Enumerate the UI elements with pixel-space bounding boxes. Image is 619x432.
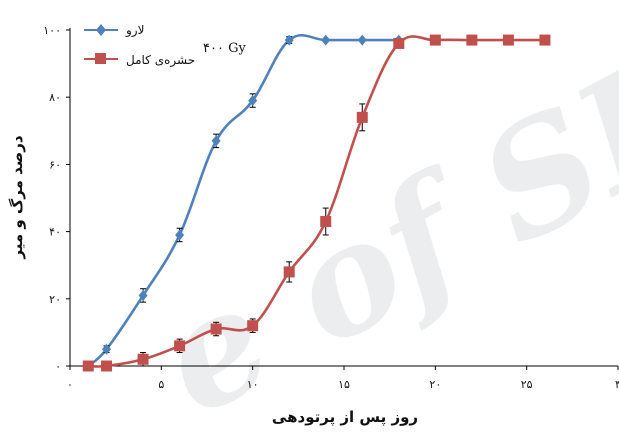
y-tick-label: ۸۰ (49, 91, 61, 104)
data-point (138, 354, 149, 365)
legend-label-adult: حشره‌ی کامل (126, 53, 195, 68)
data-point (247, 320, 258, 331)
data-point (211, 324, 222, 335)
data-point (101, 361, 112, 372)
x-tick-label: ۲۰ (429, 378, 441, 391)
legend-label-larva: لارو (125, 23, 144, 38)
data-point (358, 35, 367, 46)
legend-marker-larva (96, 24, 106, 36)
x-tick-label: ۱۵ (338, 378, 350, 391)
x-tick-label: ۲۵ (521, 378, 533, 391)
x-tick-label: ۳ (615, 378, 619, 391)
legend: لارو حشره‌ی کامل (84, 23, 195, 68)
y-tick-label: ۰ (55, 360, 61, 373)
data-point (539, 35, 550, 46)
y-tick-label: ۲۰ (49, 293, 61, 306)
data-point (393, 38, 404, 49)
data-point (357, 112, 368, 123)
data-point (466, 35, 477, 46)
data-point (430, 35, 441, 46)
y-axis-title: درصد مرگ و میر (8, 135, 26, 260)
x-axis-title: روز پس از پرتودهی (272, 408, 418, 427)
y-tick-label: ۱۰۰ (43, 24, 61, 37)
x-tick-label: ۰ (67, 378, 73, 391)
data-point (320, 216, 331, 227)
data-point (321, 35, 330, 46)
x-tick-label: ۱۰ (247, 378, 259, 391)
data-point (174, 340, 185, 351)
y-tick-label: ۴۰ (49, 226, 61, 239)
legend-item-larva: لارو (84, 23, 144, 38)
dose-annotation: ۴۰۰ Gy (203, 41, 246, 56)
legend-marker-adult (95, 53, 106, 64)
data-point (83, 361, 94, 372)
legend-item-adult: حشره‌ی کامل (84, 53, 195, 68)
y-tick-label: ۶۰ (49, 158, 61, 171)
watermark: e of SID (131, 0, 619, 432)
data-point (284, 266, 295, 277)
data-point (503, 35, 514, 46)
x-tick-label: ۵ (158, 378, 164, 391)
